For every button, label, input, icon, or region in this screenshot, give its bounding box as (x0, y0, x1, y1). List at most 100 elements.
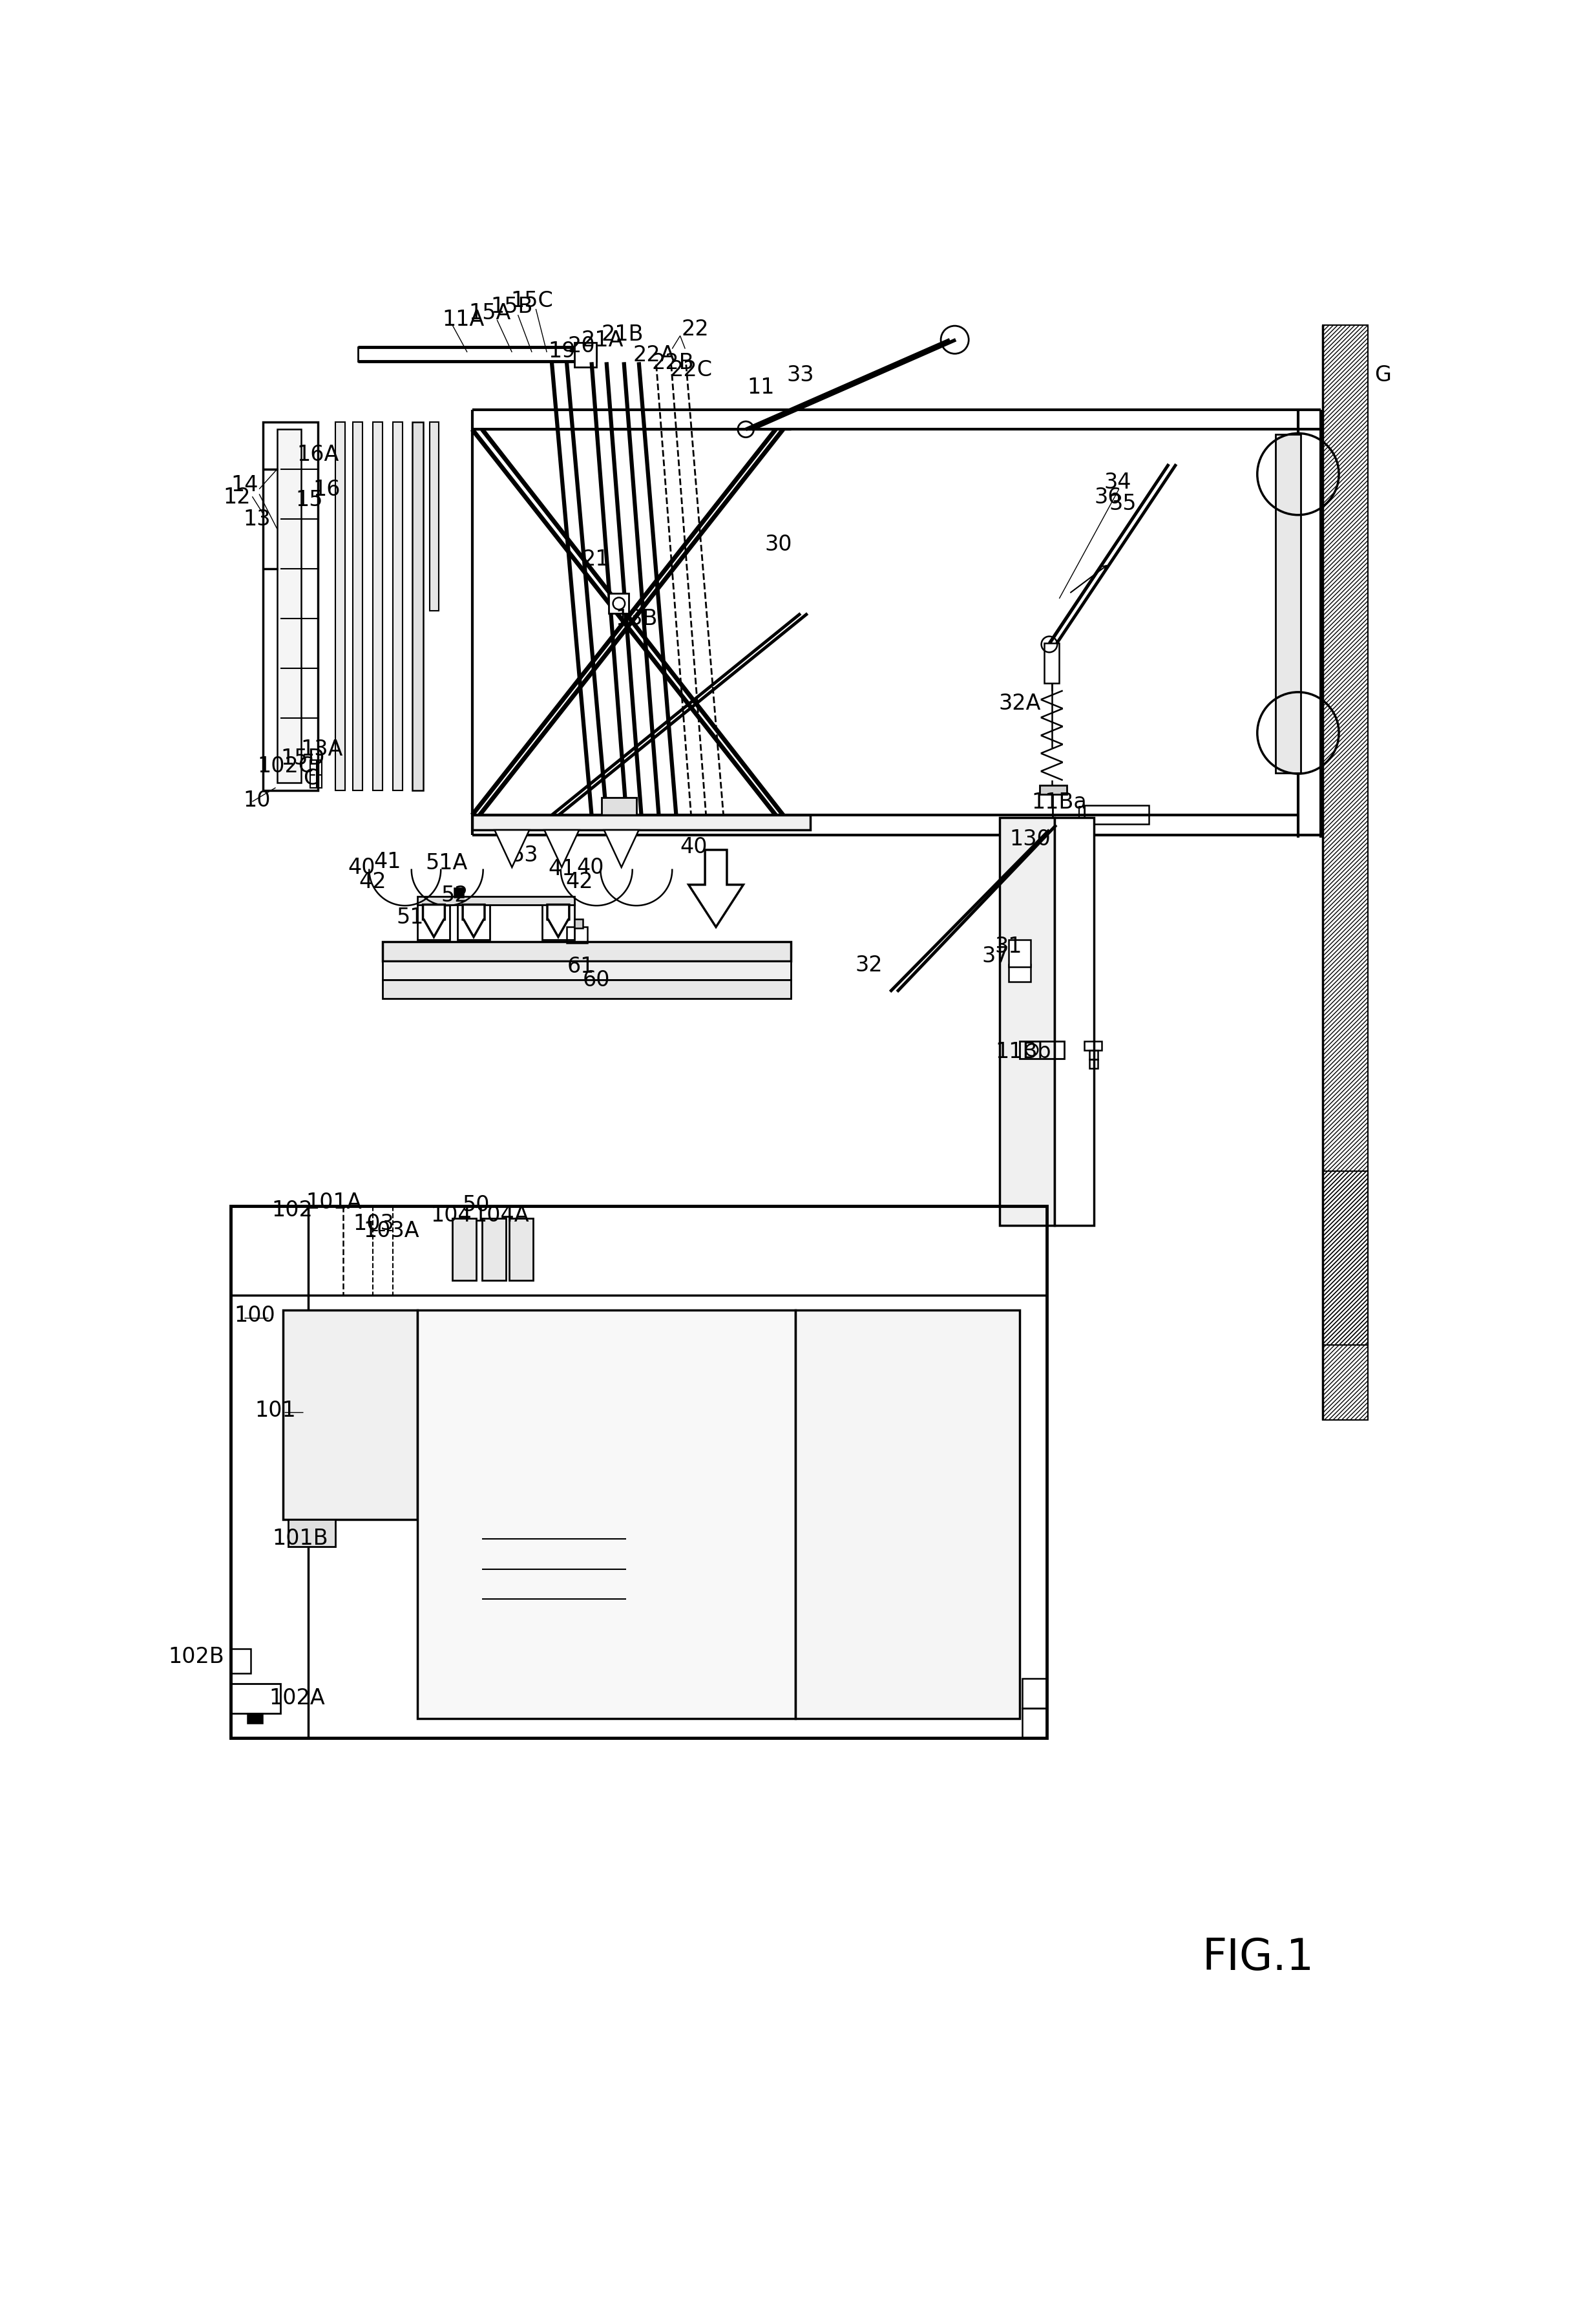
Bar (541, 903, 575, 939)
Bar (1009, 939, 1031, 967)
Text: 130: 130 (1010, 829, 1052, 850)
Text: 101A: 101A (306, 1192, 362, 1213)
Bar (393, 423, 402, 790)
Text: 10: 10 (243, 790, 271, 811)
Text: 102A: 102A (270, 1686, 326, 1709)
Text: 40: 40 (348, 857, 375, 877)
Bar (263, 423, 318, 790)
Text: 101: 101 (255, 1399, 297, 1420)
Text: 41: 41 (547, 859, 576, 880)
Text: 21B: 21B (602, 324, 643, 345)
Text: 13B: 13B (614, 609, 658, 629)
Bar (1020, 1043, 1065, 1059)
Text: 15: 15 (295, 489, 322, 510)
Text: 50: 50 (463, 1194, 490, 1215)
Bar (482, 1217, 506, 1282)
Text: 20: 20 (568, 335, 595, 356)
Text: FIG.1: FIG.1 (1202, 1936, 1314, 1978)
Text: C: C (303, 767, 318, 788)
Bar (795, 1312, 1020, 1718)
Text: 52: 52 (440, 884, 469, 905)
Text: 12: 12 (223, 487, 251, 508)
Bar (418, 896, 575, 905)
Bar (287, 1518, 335, 1546)
Bar (282, 1312, 418, 1518)
Bar (383, 981, 790, 999)
Text: 15D: 15D (281, 747, 326, 769)
Bar (1088, 1059, 1098, 1068)
Bar (311, 760, 318, 788)
Text: 21: 21 (583, 549, 610, 570)
Polygon shape (463, 905, 485, 937)
Bar (1084, 806, 1149, 825)
Text: 42: 42 (565, 871, 592, 891)
Text: 102C: 102C (257, 756, 313, 776)
Bar (418, 1312, 795, 1718)
Bar (1323, 326, 1368, 1420)
Bar (472, 815, 811, 832)
Text: 60: 60 (583, 969, 610, 990)
Text: 22B: 22B (651, 351, 694, 374)
Bar (575, 919, 583, 928)
Text: 30: 30 (764, 533, 792, 556)
Bar (231, 1206, 1047, 1739)
Polygon shape (544, 832, 579, 868)
Polygon shape (495, 832, 530, 868)
Text: 36: 36 (1095, 487, 1122, 508)
Text: 40: 40 (576, 857, 605, 877)
Text: 33: 33 (787, 365, 814, 386)
Bar (335, 423, 345, 790)
Text: 32A: 32A (998, 694, 1041, 714)
Bar (509, 1217, 533, 1282)
Bar (1055, 818, 1095, 1227)
Text: 100: 100 (235, 1305, 276, 1325)
Text: 102: 102 (271, 1199, 313, 1220)
Text: 15C: 15C (511, 289, 554, 310)
Bar (567, 928, 587, 944)
Bar (231, 1206, 308, 1739)
Text: 11Bb: 11Bb (996, 1041, 1052, 1064)
Polygon shape (603, 832, 638, 868)
Text: 16: 16 (313, 478, 340, 501)
Bar (372, 423, 383, 790)
Text: 22C: 22C (670, 361, 712, 381)
Polygon shape (688, 850, 744, 928)
Bar (1021, 1709, 1047, 1739)
Text: 11A: 11A (442, 308, 485, 331)
Text: 51A: 51A (425, 852, 468, 873)
Text: 103A: 103A (364, 1220, 420, 1243)
Text: 31: 31 (994, 935, 1021, 958)
Bar (1009, 965, 1031, 983)
Text: 13A: 13A (300, 740, 343, 760)
Bar (1088, 1050, 1098, 1059)
Bar (610, 595, 629, 613)
Bar (247, 1714, 262, 1723)
Bar (1275, 434, 1301, 774)
Text: 104: 104 (431, 1204, 472, 1227)
Text: 35: 35 (1109, 494, 1136, 515)
Bar (455, 889, 463, 898)
Text: 22A: 22A (634, 345, 675, 365)
Bar (452, 1217, 476, 1282)
Bar (231, 1649, 251, 1675)
Polygon shape (423, 905, 445, 937)
Bar (383, 960, 790, 981)
Bar (429, 423, 439, 611)
Text: 34: 34 (1104, 471, 1132, 494)
Bar (456, 903, 490, 939)
Text: 32: 32 (855, 953, 883, 976)
Text: 11: 11 (747, 377, 774, 397)
Text: 22: 22 (681, 319, 709, 340)
Text: 104A: 104A (472, 1204, 528, 1227)
Bar (602, 797, 637, 815)
Bar (231, 1684, 281, 1714)
Bar (999, 818, 1055, 1227)
Text: 11Ba: 11Ba (1031, 792, 1087, 813)
Text: 15A: 15A (469, 303, 511, 324)
Bar (318, 760, 322, 788)
Text: 19: 19 (547, 340, 576, 363)
Text: 61: 61 (567, 956, 594, 976)
Bar (1039, 786, 1066, 795)
Polygon shape (547, 905, 570, 937)
Text: G: G (1374, 365, 1392, 386)
